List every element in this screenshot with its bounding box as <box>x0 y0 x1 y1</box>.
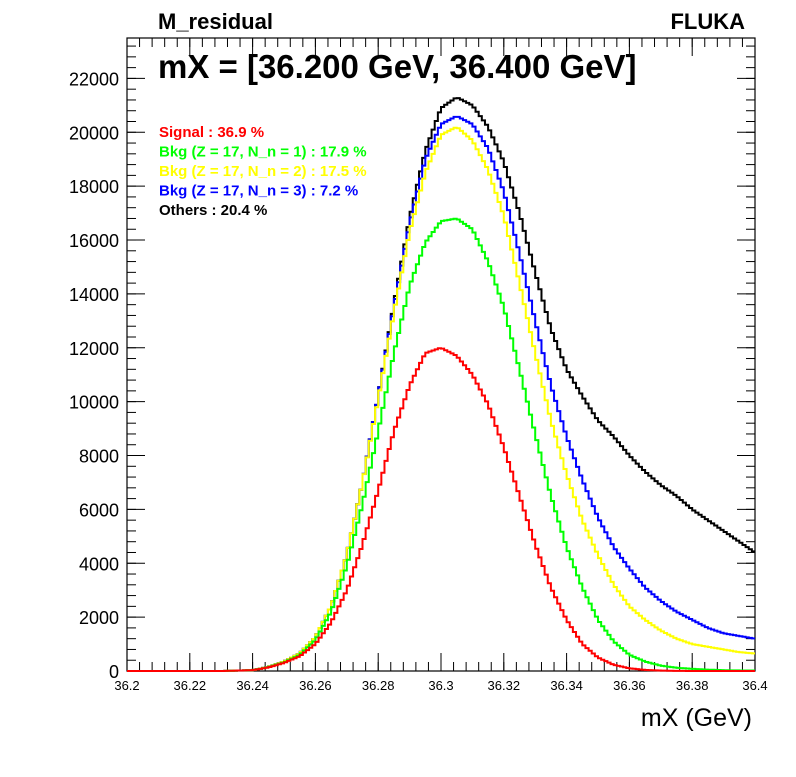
y-tick-label: 6000 <box>79 500 119 520</box>
y-tick-label: 20000 <box>69 123 119 143</box>
chart-title: mX = [36.200 GeV, 36.400 GeV] <box>158 48 637 85</box>
x-tick-label: 36.38 <box>676 678 709 693</box>
x-tick-label: 36.24 <box>236 678 269 693</box>
legend: Signal : 36.9 % Bkg (Z = 17, N_n = 1) : 1… <box>159 124 367 219</box>
y-tick-label: 22000 <box>69 69 119 89</box>
generator-label: FLUKA <box>670 9 745 34</box>
x-tick-label: 36.2 <box>114 678 139 693</box>
legend-entry: Bkg (Z = 17, N_n = 1) : 17.9 % <box>159 144 367 161</box>
y-tick-label: 12000 <box>69 339 119 359</box>
x-tick-label: 36.3 <box>428 678 453 693</box>
series-line <box>127 217 755 672</box>
y-tick-label: 0 <box>109 662 119 682</box>
x-tick-label: 36.36 <box>613 678 646 693</box>
y-tick-label: 18000 <box>69 177 119 197</box>
x-tick-label: 36.26 <box>299 678 332 693</box>
y-tick-label: 4000 <box>79 554 119 574</box>
x-axis-label: mX (GeV) <box>641 704 752 732</box>
x-tick-label: 36.34 <box>550 678 583 693</box>
series-line <box>127 347 755 672</box>
legend-entry: Others : 20.4 % <box>159 202 267 219</box>
y-tick-label: 16000 <box>69 231 119 251</box>
legend-entry: Signal : 36.9 % <box>159 124 264 141</box>
y-tick-label: 14000 <box>69 285 119 305</box>
legend-entry: Bkg (Z = 17, N_n = 2) : 17.5 % <box>159 163 367 180</box>
x-tick-label: 36.32 <box>488 678 521 693</box>
y-tick-label: 2000 <box>79 608 119 628</box>
x-tick-label: 36.22 <box>174 678 207 693</box>
x-tick-label: 36.28 <box>362 678 395 693</box>
y-tick-label: 8000 <box>79 447 119 467</box>
legend-entry: Bkg (Z = 17, N_n = 3) : 7.2 % <box>159 183 358 200</box>
x-tick-label: 36.4 <box>742 678 767 693</box>
histogram-name: M_residual <box>158 9 273 34</box>
y-tick-label: 10000 <box>69 393 119 413</box>
plot-area: 36.2 36.22 36.24 36.26 36.28 36.3 36.32 36.34 36… <box>69 37 768 693</box>
series-line <box>127 115 755 672</box>
